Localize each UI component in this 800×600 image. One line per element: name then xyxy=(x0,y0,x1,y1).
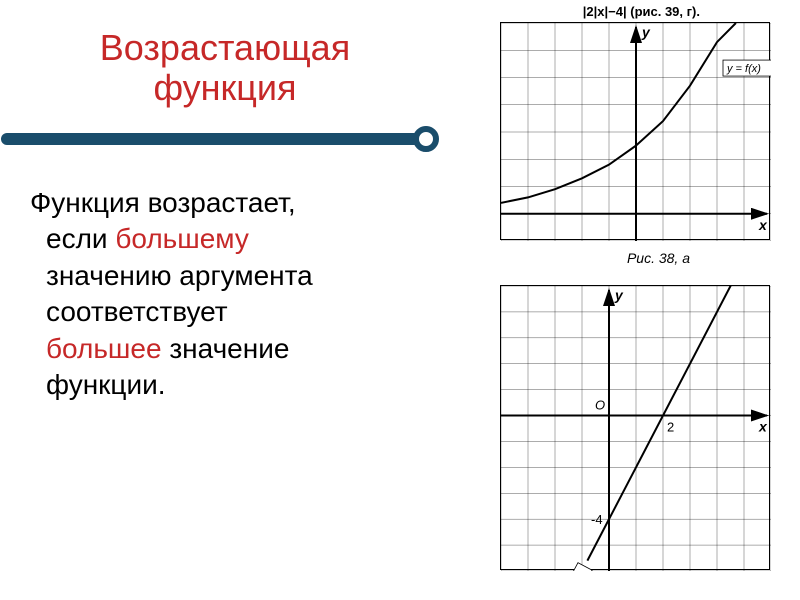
graph2-svg: yxO2-4y = 2x − 4 xyxy=(501,286,771,571)
title-bullet-icon xyxy=(413,126,439,152)
svg-text:2: 2 xyxy=(667,420,674,435)
title-bar xyxy=(1,133,431,145)
header-formula: |2|x|−4| (рис. 39, г). xyxy=(583,4,700,19)
svg-text:y = f(x): y = f(x) xyxy=(726,63,761,75)
svg-text:O: O xyxy=(595,398,605,413)
body-p1a: Функция возрастает, xyxy=(30,187,296,218)
body-p1c: большему xyxy=(115,223,249,254)
graph-linear: yxO2-4y = 2x − 4 xyxy=(500,285,770,570)
body-p1f: большее xyxy=(46,333,169,364)
body-p1h: функции. xyxy=(30,367,440,403)
title-line1: Возрастающая xyxy=(70,28,380,68)
body-p1b: если xyxy=(46,223,115,254)
svg-text:x: x xyxy=(758,217,768,233)
graph-increasing-curve: y x y = f(x) xyxy=(500,22,770,240)
svg-text:y: y xyxy=(641,24,651,40)
svg-text:y: y xyxy=(614,287,624,303)
body-p1g: значение xyxy=(169,333,289,364)
graph1-svg: y x y = f(x) xyxy=(501,23,771,241)
body-p1e: соответствует xyxy=(30,294,440,330)
svg-text:x: x xyxy=(758,419,768,435)
figure-caption: Рис. 38, а xyxy=(627,250,690,266)
body-text: Функция возрастает, если большему значен… xyxy=(30,185,440,403)
body-p1d: значению аргумента xyxy=(30,258,440,294)
title-line2: функция xyxy=(70,68,380,108)
title-block: Возрастающая функция xyxy=(70,28,380,107)
svg-text:-4: -4 xyxy=(591,512,603,527)
title-underline xyxy=(1,126,431,152)
slide: |2|x|−4| (рис. 39, г). Возрастающая функ… xyxy=(0,0,800,600)
